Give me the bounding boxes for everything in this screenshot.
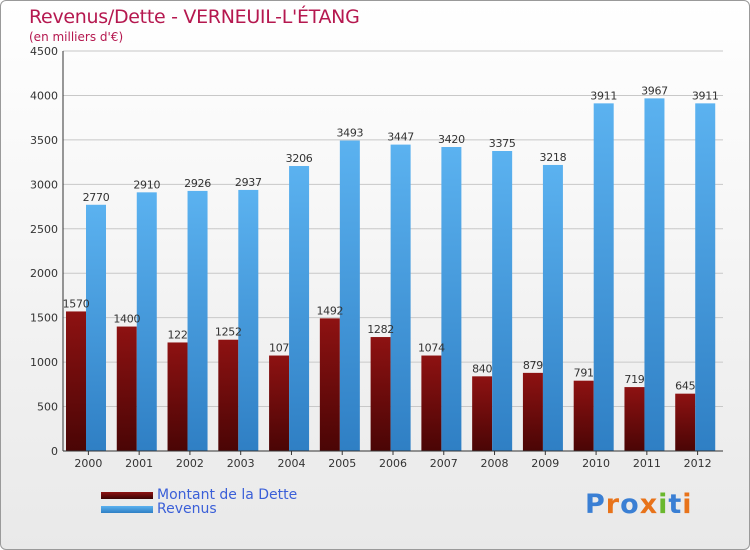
debt-bar	[218, 339, 239, 451]
revenue-bar	[136, 192, 157, 452]
debt-bar	[675, 393, 696, 451]
revenue-value-label: 2926	[184, 177, 211, 190]
x-tick-label: 2000	[74, 457, 102, 470]
revenue-value-label: 2937	[235, 176, 262, 189]
y-tick-label: 500	[37, 401, 58, 414]
debt-bar	[573, 380, 594, 451]
debt-value-label: 107	[269, 342, 289, 355]
revenue-bar	[542, 164, 563, 451]
revenue-bar	[238, 189, 259, 451]
revenue-bar	[289, 166, 310, 451]
revenue-value-label: 2910	[133, 178, 160, 191]
debt-value-label: 1252	[215, 326, 242, 339]
y-tick-label: 3000	[30, 178, 58, 191]
x-tick-label: 2002	[176, 457, 204, 470]
x-tick-label: 2006	[379, 457, 407, 470]
x-tick-label: 2012	[684, 457, 712, 470]
debt-value-label: 122	[167, 328, 187, 341]
debt-value-label: 1570	[63, 297, 90, 310]
revenue-bar	[390, 144, 411, 451]
debt-bar	[319, 318, 340, 451]
debt-value-label: 1074	[418, 342, 445, 355]
revenue-value-label: 3911	[590, 89, 617, 102]
x-tick-label: 2001	[125, 457, 153, 470]
debt-bar	[624, 387, 645, 451]
y-tick-label: 1000	[30, 356, 58, 369]
revenue-bar	[593, 103, 614, 451]
debt-value-label: 879	[523, 359, 543, 372]
debt-bar	[421, 355, 442, 451]
legend-item-revenue: Revenus	[101, 501, 217, 517]
debt-bar	[370, 337, 391, 451]
x-tick-label: 2009	[531, 457, 559, 470]
revenue-value-label: 2770	[83, 191, 110, 204]
legend-label-debt: Montant de la Dette	[157, 487, 298, 503]
revenue-bar	[644, 98, 665, 451]
y-tick-label: 0	[51, 445, 58, 458]
revenue-bar	[86, 204, 106, 451]
legend-swatch-debt	[101, 491, 153, 499]
debt-bar	[472, 376, 493, 451]
revenue-value-label: 3493	[336, 127, 363, 140]
debt-value-label: 645	[675, 380, 695, 393]
legend-item-debt: Montant de la Dette	[101, 487, 297, 503]
x-tick-label: 2011	[633, 457, 661, 470]
chart-subtitle: (en milliers d'€)	[29, 30, 124, 44]
x-tick-label: 2005	[328, 457, 356, 470]
debt-value-label: 840	[472, 362, 492, 375]
x-tick-label: 2010	[582, 457, 610, 470]
revenue-bar	[339, 140, 360, 451]
x-tick-label: 2004	[277, 457, 305, 470]
revenue-value-label: 3375	[489, 137, 516, 150]
debt-value-label: 1400	[113, 313, 140, 326]
revenue-bar	[492, 151, 513, 451]
debt-value-label: 1282	[367, 323, 394, 336]
debt-bar	[167, 342, 188, 451]
debt-bar	[66, 311, 86, 451]
legend-swatch-revenue	[101, 505, 153, 513]
revenue-bar	[695, 103, 716, 451]
revenue-value-label: 3206	[286, 152, 313, 165]
x-tick-label: 2007	[430, 457, 458, 470]
debt-bar	[116, 326, 137, 451]
x-tick-label: 2008	[481, 457, 509, 470]
revenue-bar	[441, 147, 462, 451]
y-tick-label: 2500	[30, 223, 58, 236]
revenue-value-label: 3967	[641, 84, 668, 97]
y-tick-label: 1500	[30, 312, 58, 325]
revenue-value-label: 3447	[387, 131, 414, 144]
revenue-value-label: 3420	[438, 133, 465, 146]
debt-value-label: 719	[624, 373, 644, 386]
legend-label-revenue: Revenus	[157, 501, 217, 517]
chart-title: Revenus/Dette - VERNEUIL-L'ÉTANG	[29, 6, 360, 28]
y-tick-label: 4500	[30, 45, 58, 58]
y-tick-label: 2000	[30, 267, 58, 280]
debt-value-label: 791	[574, 367, 594, 380]
debt-bar	[522, 372, 543, 451]
revenue-value-label: 3218	[540, 151, 567, 164]
revenue-bar	[187, 190, 208, 451]
x-tick-label: 2003	[227, 457, 255, 470]
y-tick-label: 3500	[30, 134, 58, 147]
brand-logo: Proxiti	[585, 489, 693, 520]
debt-bar	[269, 355, 290, 451]
y-tick-label: 4000	[30, 89, 58, 102]
revenue-value-label: 3911	[692, 89, 719, 102]
debt-value-label: 1492	[316, 304, 343, 317]
